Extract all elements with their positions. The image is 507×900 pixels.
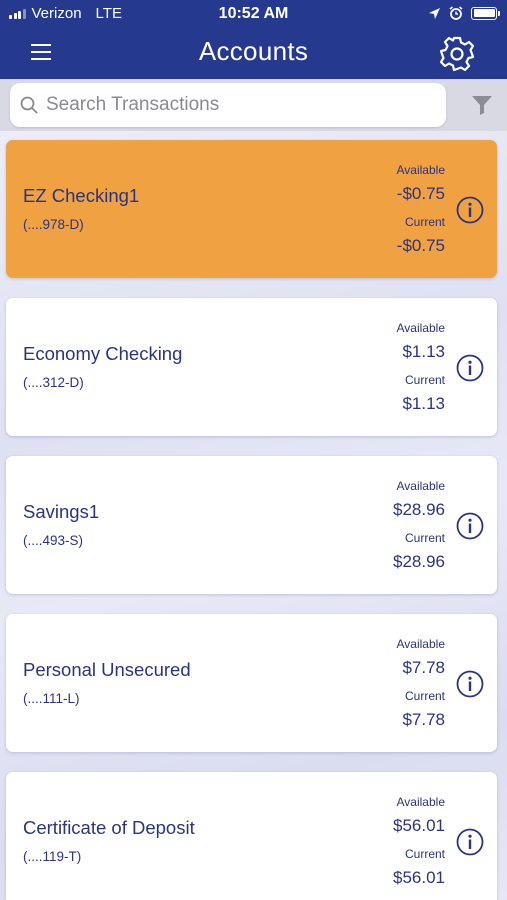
account-card-certificate-of-deposit[interactable]: Certificate of Deposit (....119-T) Avail… [6, 772, 497, 900]
hamburger-menu-icon [31, 44, 51, 60]
available-balance: $1.13 [402, 342, 445, 361]
current-balance: $7.78 [402, 710, 445, 729]
account-name: Personal Unsecured [23, 659, 191, 680]
search-bar [0, 79, 507, 131]
search-input[interactable] [46, 94, 426, 116]
account-number: (....111-L) [23, 691, 80, 706]
search-box[interactable] [10, 83, 446, 127]
current-balance: $56.01 [393, 868, 445, 887]
status-left: Verizon LTE [9, 5, 122, 22]
account-name: Savings1 [23, 501, 100, 522]
available-label: Available [396, 795, 445, 809]
current-label: Current [404, 373, 445, 387]
current-label: Current [404, 215, 445, 229]
current-label: Current [404, 689, 445, 703]
app-header: Verizon LTE 10:52 AM Accou [0, 0, 507, 79]
account-number: (....119-T) [23, 849, 82, 864]
menu-button[interactable] [22, 38, 60, 66]
account-card-savings1[interactable]: Savings1 (....493-S) Available $28.96 Cu… [6, 456, 497, 594]
location-arrow-icon [429, 7, 440, 19]
battery-icon [471, 6, 500, 20]
account-name: EZ Checking1 [23, 185, 140, 206]
gear-icon [439, 36, 475, 72]
page-title: Accounts [198, 36, 309, 66]
filter-button[interactable] [456, 83, 507, 127]
account-number: (....493-S) [23, 533, 84, 548]
battery-level [473, 9, 495, 17]
account-card-personal-unsecured[interactable]: Personal Unsecured (....111-L) Available… [6, 614, 497, 752]
alarm-clock-icon [449, 6, 463, 20]
available-label: Available [396, 321, 445, 335]
account-number: (....978-D) [23, 217, 84, 232]
current-label: Current [404, 531, 445, 545]
current-balance: $28.96 [393, 552, 445, 571]
nav-bar: Accounts [0, 28, 507, 79]
status-right [428, 6, 500, 20]
status-time: 10:52 AM [218, 5, 289, 22]
account-card-ez-checking1[interactable]: EZ Checking1 (....978-D) Available -$0.7… [6, 140, 497, 278]
current-label: Current [404, 847, 445, 861]
available-balance: $56.01 [393, 816, 445, 835]
carrier-name: Verizon [31, 5, 82, 22]
accounts-content: EZ Checking1 (....978-D) Available -$0.7… [0, 131, 507, 900]
info-icon[interactable] [456, 828, 484, 856]
search-icon [20, 96, 38, 114]
info-icon[interactable] [456, 354, 484, 382]
available-label: Available [396, 479, 445, 493]
available-label: Available [396, 637, 445, 651]
account-card-economy-checking[interactable]: Economy Checking (....312-D) Available $… [6, 298, 497, 436]
info-icon[interactable] [456, 512, 484, 540]
signal-strength-icon [9, 8, 26, 19]
current-balance: -$0.75 [396, 236, 445, 255]
filter-funnel-icon [471, 96, 492, 115]
account-number: (....312-D) [23, 375, 84, 390]
info-icon[interactable] [456, 670, 484, 698]
info-icon[interactable] [456, 196, 484, 224]
account-name: Certificate of Deposit [23, 817, 195, 838]
available-balance: $28.96 [393, 500, 445, 519]
status-bar: Verizon LTE 10:52 AM [0, 0, 507, 28]
account-name: Economy Checking [23, 343, 183, 364]
available-label: Available [396, 163, 445, 177]
network-type: LTE [95, 5, 122, 22]
settings-button[interactable] [437, 34, 477, 74]
available-balance: $7.78 [402, 658, 445, 677]
available-balance: -$0.75 [396, 184, 445, 203]
current-balance: $1.13 [402, 394, 445, 413]
